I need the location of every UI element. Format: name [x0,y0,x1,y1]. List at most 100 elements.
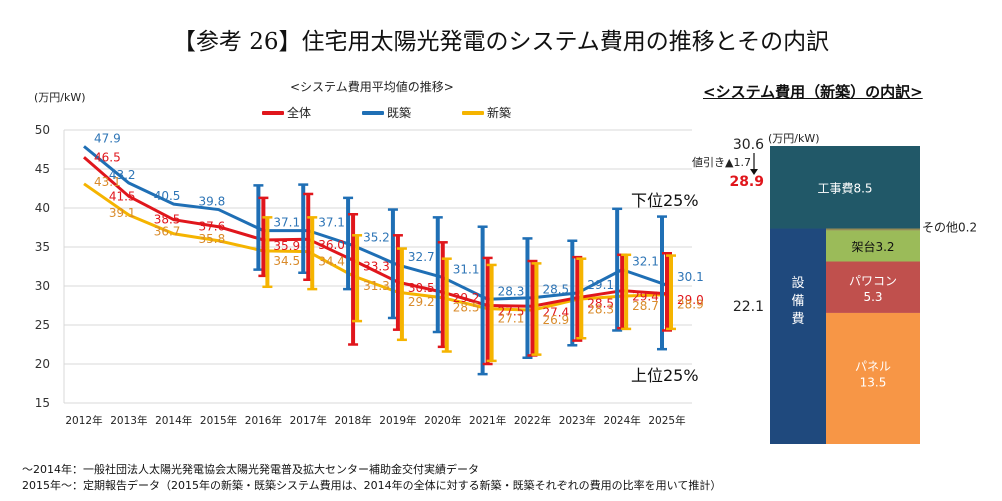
x-tick-label: 2022年 [514,414,551,427]
equipment-total: 22.1 [733,299,764,315]
segment-value-panel: 13.5 [860,375,887,389]
total-after-discount: 28.9 [729,174,764,190]
data-label: 43.1 [94,175,121,189]
x-tick-label: 2025年 [648,414,685,427]
data-label: 29.0 [677,293,704,307]
legend-swatch-existing [362,110,384,115]
y-tick-label: 35 [35,240,50,254]
segment-3 [826,261,920,313]
x-tick-label: 2018年 [334,414,371,427]
data-label: 29.2 [408,295,435,309]
data-label: 43.2 [109,168,136,182]
data-label: 29.1 [587,278,614,292]
legend-item-existing: 既築 [362,104,411,121]
data-label: 36.0 [318,238,345,252]
page-title: 【参考 26】住宅用太陽光発電のシステム費用の推移とその内訳 [172,29,830,55]
data-label: 34.5 [273,254,300,268]
x-tick-label: 2015年 [200,414,237,427]
data-label: 39.8 [199,195,226,209]
segment-4 [826,312,920,444]
y-tick-label: 45 [35,162,50,176]
y-tick-label: 20 [35,357,50,371]
data-label: 32.1 [632,255,659,269]
data-label: 27.1 [498,312,525,326]
equipment-label-char: 設 [791,275,804,291]
x-tick-label: 2012年 [65,414,102,427]
annotation-upper-25: 上位25% [631,366,699,385]
data-label: 28.3 [587,302,614,316]
x-tick-label: 2024年 [604,414,641,427]
segment-construction [770,146,920,229]
data-label: 30.5 [408,281,435,295]
x-tick-label: 2021年 [469,414,506,427]
segment-equipment [770,228,826,444]
series-line-1 [83,145,668,301]
data-label: 29.2 [453,291,480,305]
data-label: 37.1 [273,216,300,230]
data-label: 35.2 [363,230,390,244]
legend-item-new: 新築 [462,104,511,121]
series-line-2 [83,182,668,312]
data-label: 47.9 [94,131,121,145]
data-label: 39.1 [109,206,136,220]
x-tick-label: 2019年 [379,414,416,427]
data-label: 29.4 [632,290,659,304]
data-label: 28.5 [542,283,569,297]
y-tick-label: 25 [35,318,50,332]
legend-label-new: 新築 [487,106,512,120]
equipment-label-char: 備 [791,293,804,309]
data-label: 28.5 [453,301,480,315]
x-tick-label: 2016年 [245,414,282,427]
data-label: 28.5 [587,297,614,311]
legend-swatch-total [262,110,284,115]
y-tick-label: 30 [35,279,50,293]
annotation-lower-25: 下位25% [631,191,699,210]
data-label: 37.1 [318,216,345,230]
segment-label-other: その他0.2 [922,221,977,235]
y-tick-label: 15 [35,396,50,410]
y-tick-label: 50 [35,123,50,137]
data-label: 31.1 [453,262,480,276]
data-label: 26.9 [542,313,569,327]
line-chart-title: <システム費用平均値の推移> [290,80,454,94]
data-label: 35.9 [273,239,300,253]
series-line-0 [83,156,668,308]
data-label: 32.7 [408,250,435,264]
data-label: 34.4 [318,255,345,269]
x-tick-label: 2013年 [110,414,147,427]
y-axis-unit-label: (万円/kW) [34,91,86,104]
data-label: 36.7 [154,225,181,239]
data-label: 28.7 [632,299,659,313]
segment-value-inverter: 5.3 [863,290,882,304]
data-label: 46.5 [94,150,121,164]
data-label: 27.5 [498,305,525,319]
data-label: 37.6 [199,220,226,234]
segment-1 [826,228,920,231]
data-label: 31.3 [363,279,390,293]
data-label: 41.5 [109,189,136,203]
data-label: 33.3 [363,259,390,273]
source-note-1: ～2014年：一般社団法人太陽光発電協会太陽光発電普及拡大センター補助金交付実績… [22,463,479,476]
x-tick-label: 2017年 [290,414,327,427]
data-label: 35.8 [199,232,226,246]
x-tick-label: 2023年 [559,414,596,427]
discount-label: 値引き▲1.7 [692,155,751,169]
legend-label-existing: 既築 [387,106,412,120]
segment-label-panel: パネル [855,359,891,373]
segment-label-mount: 架台3.2 [851,239,894,254]
segment-2 [826,230,920,262]
x-tick-label: 2014年 [155,414,192,427]
y-tick-label: 40 [35,201,50,215]
arrow-down-icon [750,169,758,175]
total-before-discount: 30.6 [733,137,764,153]
equipment-label-char: 費 [791,312,804,327]
x-tick-label: 2020年 [424,414,461,427]
data-label: 28.3 [498,284,525,298]
data-label: 27.4 [542,305,569,319]
data-label: 40.5 [154,189,181,203]
legend-swatch-new [462,110,484,115]
breakdown-unit-label: (万円/kW) [768,132,820,145]
source-note-2: 2015年～：定期報告データ（2015年の新築・既築システム費用は、2014年の… [22,479,722,492]
legend-item-total: 全体 [262,104,311,121]
data-label: 28.9 [677,298,704,312]
